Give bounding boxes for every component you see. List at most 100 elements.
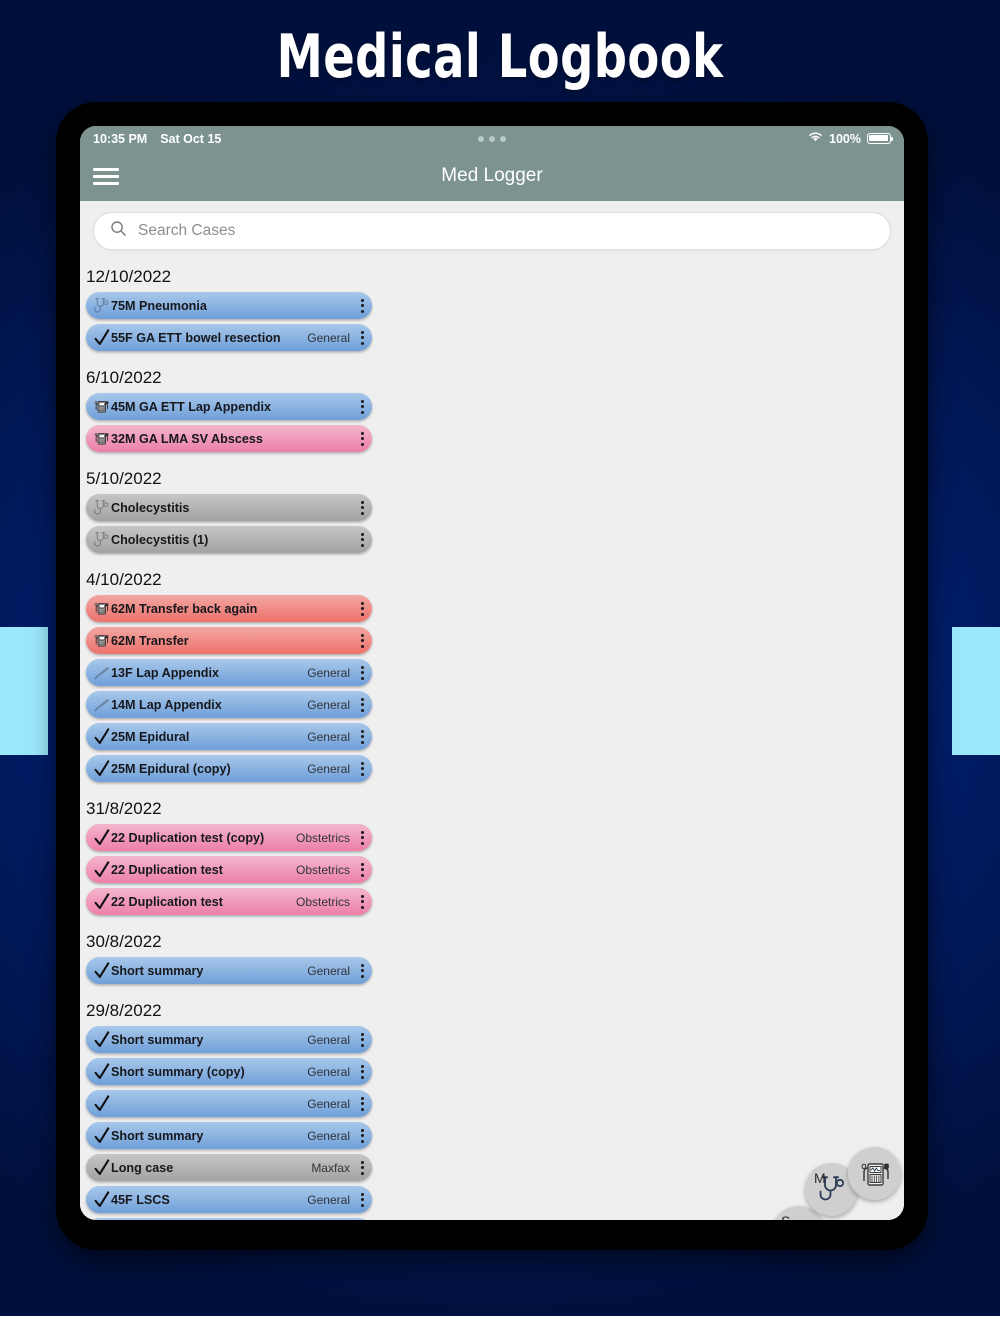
case-type-icon <box>93 328 110 348</box>
case-options-icon[interactable] <box>355 1031 369 1049</box>
case-card[interactable]: 22 Duplication test (copy) Obstetrics <box>86 824 372 851</box>
anaesthetic-machine-icon <box>93 599 110 619</box>
case-card[interactable]: 14M Lap Appendix General <box>86 691 372 718</box>
case-title: 25M Epidural <box>111 729 190 744</box>
case-options-icon[interactable] <box>355 962 369 980</box>
status-bar-right: 100% <box>808 126 894 151</box>
case-title: 14M Lap Appendix <box>111 697 222 712</box>
case-options-icon[interactable] <box>355 499 369 517</box>
case-options-icon[interactable] <box>355 696 369 714</box>
case-title: 62M Transfer <box>111 633 189 648</box>
case-type-icon <box>93 397 110 417</box>
app-bar: Med Logger <box>80 151 904 201</box>
case-options-icon[interactable] <box>355 600 369 618</box>
fab-letter-s: S <box>781 1213 790 1220</box>
case-specialty-tag: General <box>307 1032 350 1047</box>
dot <box>478 135 484 142</box>
case-options-icon[interactable] <box>355 1159 369 1177</box>
anaesthetic-machine-icon <box>93 631 110 651</box>
case-options-icon[interactable] <box>355 1063 369 1081</box>
case-card[interactable]: 25M Epidural (copy) General <box>86 755 372 782</box>
case-card[interactable]: Short summary General <box>86 957 372 984</box>
case-specialty-tag: Obstetrics <box>295 862 350 877</box>
case-specialty-tag: General <box>307 761 350 776</box>
poster-bottom-strip <box>0 1316 1000 1334</box>
date-group-header: 31/8/2022 <box>86 799 162 818</box>
case-type-icon <box>93 892 110 912</box>
case-specialty-tag: Obstetrics <box>295 894 350 909</box>
anaesthetic-machine-icon <box>861 1162 889 1186</box>
case-options-icon[interactable] <box>355 1127 369 1145</box>
case-options-icon[interactable] <box>355 1095 369 1113</box>
stethoscope-icon <box>819 1175 844 1200</box>
case-options-icon[interactable] <box>355 297 369 315</box>
case-options-icon[interactable] <box>355 632 369 650</box>
case-specialty-tag: General <box>307 1064 350 1079</box>
case-specialty-tag: General <box>307 1192 350 1207</box>
case-specialty-tag: General <box>307 729 350 744</box>
case-type-icon <box>93 599 110 619</box>
stethoscope-icon <box>93 296 110 316</box>
case-title: 22 Duplication test (copy) <box>111 830 265 845</box>
case-card[interactable]: 25M Epidural General <box>86 723 372 750</box>
case-options-icon[interactable] <box>355 398 369 416</box>
case-options-icon[interactable] <box>355 531 369 549</box>
case-card[interactable]: 22 Duplication test Obstetrics <box>86 888 372 915</box>
three-dots-icon[interactable] <box>80 126 904 151</box>
check-icon <box>93 1126 110 1146</box>
case-card[interactable]: 62M Transfer back again <box>86 595 372 622</box>
hamburger-menu-icon[interactable] <box>93 165 119 187</box>
case-options-icon[interactable] <box>355 430 369 448</box>
case-list[interactable]: 12/10/2022 75M Pneumonia 55F GA ETT bowel … <box>80 255 904 1220</box>
case-type-icon <box>93 1094 110 1114</box>
stethoscope-icon <box>93 498 110 518</box>
case-title: Short summary (copy) <box>111 1064 245 1079</box>
case-title: Short summary <box>111 1128 204 1143</box>
volume-indicator-left <box>0 627 48 755</box>
case-type-icon <box>93 961 110 981</box>
check-icon <box>93 828 110 848</box>
scalpel-icon <box>93 695 110 715</box>
case-card[interactable]: Short summary General <box>86 1026 372 1053</box>
date-group-header: 4/10/2022 <box>86 570 162 589</box>
case-card[interactable]: 75M Pneumonia <box>86 292 372 319</box>
case-title: 22 Duplication test <box>111 862 223 877</box>
case-card[interactable]: Long case Maxfax <box>86 1154 372 1181</box>
date-group-header: 5/10/2022 <box>86 469 162 488</box>
case-options-icon[interactable] <box>355 760 369 778</box>
stethoscope-icon <box>93 530 110 550</box>
case-card[interactable]: 62M Transfer <box>86 627 372 654</box>
case-card[interactable]: 45M EUA GA LMA SV LaryngosGeneral <box>86 1218 372 1220</box>
case-specialty-tag: General <box>307 1128 350 1143</box>
case-options-icon[interactable] <box>355 893 369 911</box>
date-group-header: 6/10/2022 <box>86 368 162 387</box>
case-card[interactable]: Cholecystitis <box>86 494 372 521</box>
case-card[interactable]: 45M GA ETT Lap Appendix <box>86 393 372 420</box>
case-title: 45F LSCS <box>111 1192 170 1207</box>
case-options-icon[interactable] <box>355 664 369 682</box>
case-options-icon[interactable] <box>355 1191 369 1209</box>
search-input[interactable]: Search Cases <box>93 212 891 250</box>
anaesthetic-machine-icon <box>93 429 110 449</box>
case-options-icon[interactable] <box>355 329 369 347</box>
case-card[interactable]: 32M GA LMA SV Abscess <box>86 425 372 452</box>
fab-surgical[interactable]: S <box>772 1206 825 1220</box>
case-card[interactable]: 45F LSCS General <box>86 1186 372 1213</box>
case-card[interactable]: Cholecystitis (1) <box>86 526 372 553</box>
status-bar-left: 10:35 PM Sat Oct 15 <box>93 126 221 151</box>
case-card[interactable]: 22 Duplication test Obstetrics <box>86 856 372 883</box>
fab-anaesthetic-machine[interactable] <box>848 1147 901 1200</box>
case-card[interactable]: Short summary General <box>86 1122 372 1149</box>
case-options-icon[interactable] <box>355 861 369 879</box>
case-type-icon <box>93 631 110 651</box>
case-card[interactable]: 55F GA ETT bowel resection General <box>86 324 372 351</box>
case-card[interactable]: General <box>86 1090 372 1117</box>
search-bar-container: Search Cases <box>80 201 904 255</box>
case-card[interactable]: Short summary (copy) General <box>86 1058 372 1085</box>
case-options-icon[interactable] <box>355 829 369 847</box>
case-card[interactable]: 13F Lap Appendix General <box>86 659 372 686</box>
case-options-icon[interactable] <box>355 728 369 746</box>
content-area: Search Cases 12/10/2022 75M Pneumonia 55F … <box>80 201 904 1220</box>
case-title: 22 Duplication test <box>111 894 223 909</box>
case-type-icon <box>93 759 110 779</box>
